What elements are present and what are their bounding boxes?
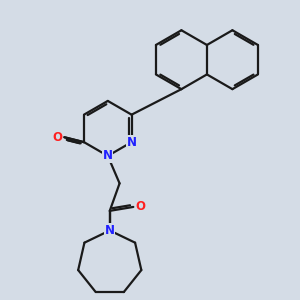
- Text: O: O: [136, 200, 146, 213]
- Text: N: N: [103, 149, 113, 162]
- Text: N: N: [105, 224, 115, 237]
- Text: N: N: [127, 136, 136, 148]
- Text: O: O: [52, 131, 62, 144]
